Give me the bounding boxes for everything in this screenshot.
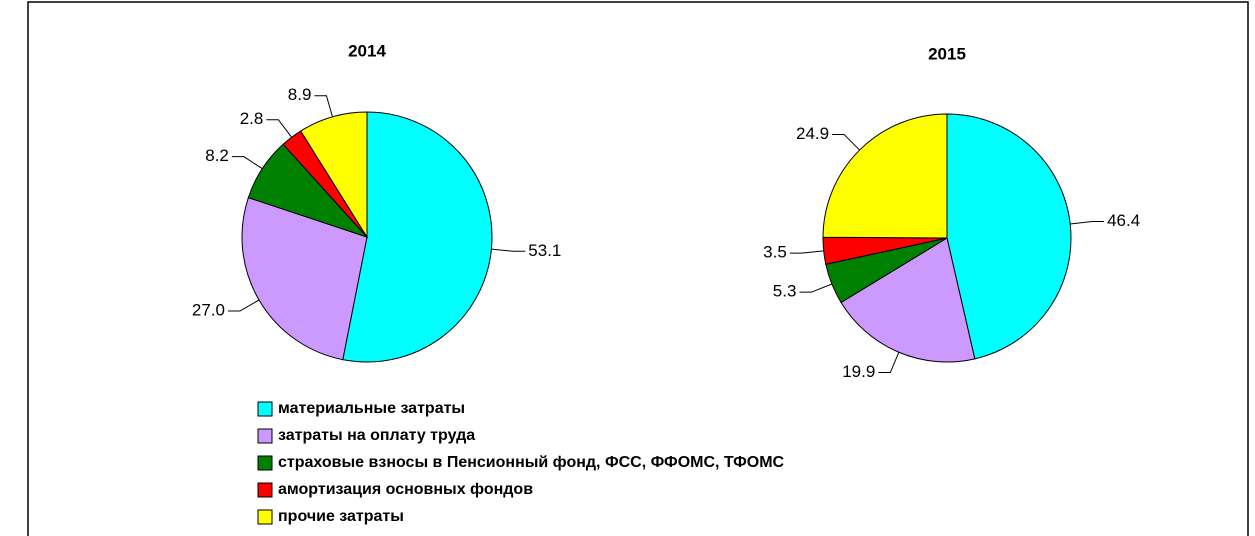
legend-label: прочие затраты (278, 508, 404, 525)
data-label: 8.2 (205, 146, 229, 165)
leader-line (878, 352, 900, 374)
legend-label: амортизация основных фондов (278, 481, 533, 498)
data-label: 5.3 (773, 282, 797, 301)
data-label: 46.4 (1107, 211, 1140, 230)
chart-title: 2014 (348, 41, 386, 60)
legend-swatch (257, 482, 273, 498)
leader-line (832, 133, 860, 151)
legend-swatch (257, 455, 273, 471)
leader-line (799, 283, 833, 293)
pie-slice (822, 113, 948, 239)
leader-line (231, 156, 263, 170)
legend-label: затраты на оплату труда (278, 427, 475, 444)
leader-line (491, 248, 526, 252)
leader-line (266, 119, 293, 138)
leader-line (314, 95, 333, 117)
data-label: 24.9 (796, 124, 829, 143)
pie-slice (946, 113, 1072, 360)
leader-line (228, 299, 260, 312)
data-label: 8.9 (288, 85, 312, 104)
chart-title: 2015 (928, 44, 966, 63)
legend-swatch (257, 509, 273, 525)
pie-slice (840, 237, 976, 363)
data-label: 19.9 (842, 362, 875, 381)
data-label: 27.0 (192, 301, 225, 320)
data-label: 2.8 (240, 109, 264, 128)
legend-swatch (257, 401, 273, 417)
legend-label: материальные затраты (278, 400, 465, 417)
legend-label: страховые взносы в Пенсионный фонд, ФСС,… (278, 454, 785, 471)
data-label: 53.1 (528, 241, 561, 260)
legend-swatch (257, 428, 273, 444)
pie-slice (342, 111, 493, 363)
leader-line (789, 250, 824, 254)
leader-line (1070, 221, 1105, 225)
data-label: 3.5 (763, 243, 787, 262)
pie-slice (241, 196, 368, 361)
